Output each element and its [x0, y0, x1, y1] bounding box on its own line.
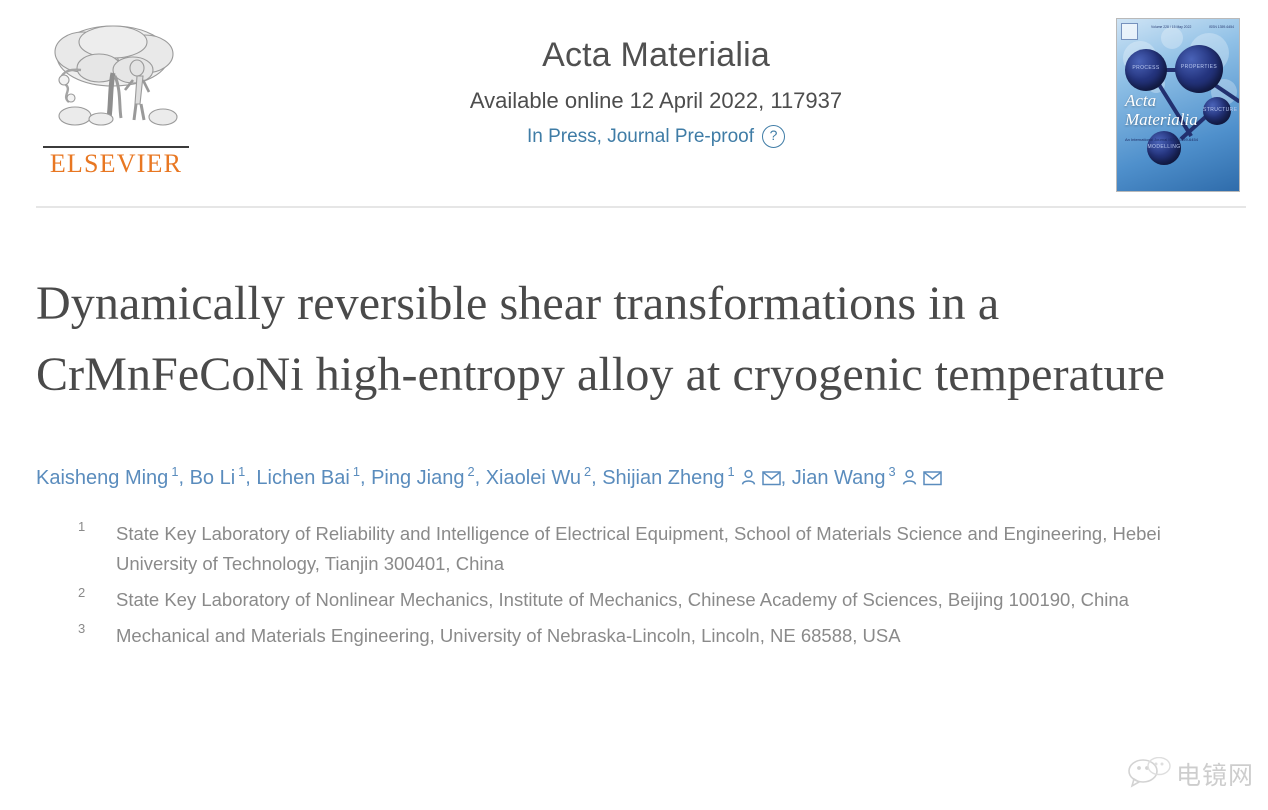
author-link[interactable]: Shijian Zheng 1 — [602, 464, 735, 490]
header-divider — [36, 206, 1246, 208]
author-name: Shijian Zheng — [602, 467, 725, 490]
author-affiliation-marker: 1 — [727, 464, 735, 480]
journal-cover-thumbnail[interactable]: Volume 228 / 15 May 2022 ISSN 1359-6454 … — [1116, 14, 1246, 192]
author-link[interactable]: Jian Wang 3 — [791, 464, 896, 490]
author-name: Ping Jiang — [371, 467, 465, 490]
publication-date: Available online 12 April 2022, 117937 — [469, 88, 843, 114]
author-profile-icon[interactable] — [901, 465, 918, 495]
author-profile-icon[interactable] — [740, 465, 757, 495]
cover-top-bar: Volume 228 / 15 May 2022 ISSN 1359-6454 — [1117, 19, 1239, 40]
author-affiliation-marker: 3 — [888, 464, 896, 480]
author-link[interactable]: Kaisheng Ming 1 — [36, 464, 179, 490]
author-separator: , — [245, 467, 257, 490]
author-affiliation-marker: 2 — [467, 464, 475, 480]
cover-sphere-label-0: PROCESS — [1132, 65, 1160, 72]
cover-journal-title: Acta Materialia — [1125, 91, 1198, 129]
author-separator: , — [591, 467, 603, 490]
author-name: Lichen Bai — [256, 467, 350, 490]
cover-title-line-1: Acta — [1125, 91, 1157, 110]
author-link[interactable]: Ping Jiang 2 — [371, 464, 475, 490]
logo-rule — [43, 146, 189, 148]
author-name: Kaisheng Ming — [36, 467, 169, 490]
author-separator: , — [474, 467, 486, 490]
wechat-bubbles-icon — [1128, 756, 1172, 791]
author-link[interactable]: Bo Li 1 — [189, 464, 246, 490]
elsevier-tree-icon — [41, 18, 191, 146]
author-name: Xiaolei Wu — [485, 467, 581, 490]
cover-issn-text: ISSN 1359-6454 — [1208, 25, 1234, 29]
author-affiliation-marker: 1 — [352, 464, 360, 480]
journal-status-label: In Press, Journal Pre-proof — [526, 125, 755, 147]
email-author-icon[interactable] — [761, 465, 781, 495]
author-name: Bo Li — [189, 467, 236, 490]
article-title: Dynamically reversible shear transformat… — [36, 277, 1166, 402]
author-separator: , — [780, 467, 792, 490]
author-separator: , — [178, 467, 190, 490]
watermark: 电镜网 — [1128, 756, 1254, 792]
affiliation-marker: 2 — [78, 584, 86, 600]
author-link[interactable]: Xiaolei Wu 2 — [485, 464, 592, 490]
affiliation-list: 1 State Key Laboratory of Reliability and… — [0, 495, 1268, 651]
affiliation-item: 3 Mechanical and Materials Engineering, U… — [78, 621, 1232, 651]
author-name: Jian Wang — [791, 467, 886, 490]
journal-status-link[interactable]: In Press, Journal Pre-proof ? — [526, 125, 786, 149]
author-list: Kaisheng Ming 1, Bo Li 1, Lichen Bai 1, Pin… — [0, 442, 1268, 495]
author-affiliation-marker: 2 — [583, 464, 592, 480]
affiliation-item: 2 State Key Laboratory of Nonlinear Mecha… — [78, 585, 1232, 615]
affiliation-text: Mechanical and Materials Engineering, Un… — [116, 624, 901, 646]
cover-title-line-2: Materialia — [1125, 110, 1198, 130]
cover-issue-text: Volume 228 / 15 May 2022 — [1151, 25, 1192, 29]
cover-credit-line: An International Journal ISSN 1359-6454 — [1125, 137, 1198, 142]
journal-title: Acta Materialia — [542, 36, 770, 74]
affiliation-marker: 1 — [78, 519, 86, 535]
author-link[interactable]: Lichen Bai 1 — [256, 464, 360, 490]
affiliation-item: 1 State Key Laboratory of Reliability and… — [78, 519, 1232, 579]
cover-elsevier-mark — [1121, 23, 1138, 40]
journal-info: Acta Materialia Available online 12 Apri… — [196, 14, 1116, 149]
author-affiliation-marker: 1 — [238, 464, 246, 480]
affiliation-marker: 3 — [78, 620, 86, 636]
watermark-text: 电镜网 — [1175, 761, 1254, 790]
question-mark-circle-icon[interactable]: ? — [762, 125, 786, 149]
affiliation-text: State Key Laboratory of Reliability and … — [116, 523, 1161, 574]
publisher-name: ELSEVIER — [49, 149, 183, 178]
cover-sphere-label-1: PROPERTIES — [1180, 64, 1218, 71]
email-author-icon[interactable] — [922, 465, 942, 495]
author-affiliation-marker: 1 — [171, 464, 179, 480]
affiliation-text: State Key Laboratory of Nonlinear Mechan… — [116, 588, 1129, 610]
author-separator: , — [359, 467, 372, 490]
cover-sphere-label-2: STRUCTURE — [1203, 106, 1238, 113]
cover-sphere-label-3: MODELLING — [1147, 143, 1181, 150]
page-header: ELSEVIER Acta Materialia Available onlin… — [0, 0, 1268, 196]
journal-cover-image: Volume 228 / 15 May 2022 ISSN 1359-6454 … — [1116, 18, 1240, 192]
publisher-logo[interactable]: ELSEVIER — [36, 14, 196, 177]
